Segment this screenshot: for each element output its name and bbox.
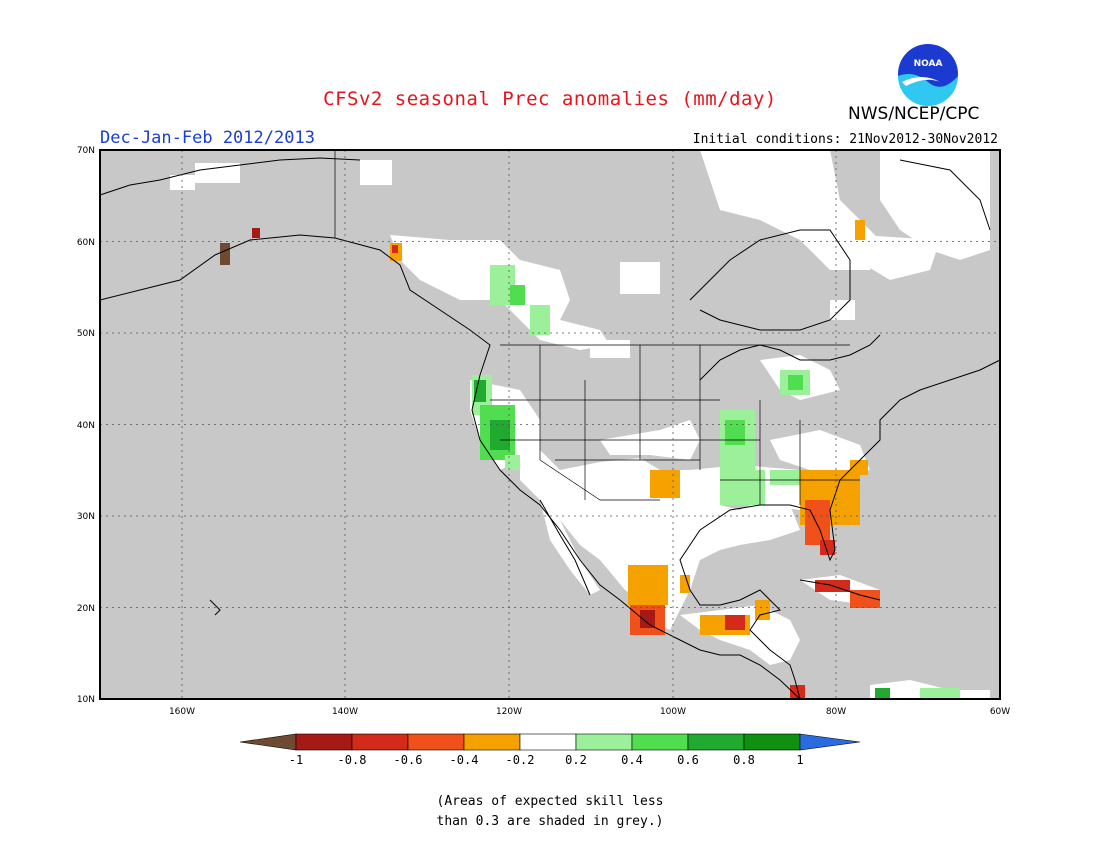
colorbar-cell (575, 733, 633, 751)
lat-label: 10N (77, 695, 95, 705)
colorbar-label: -0.2 (506, 753, 535, 767)
noaa-logo-text: NOAA (914, 59, 943, 69)
period-label: Dec-Jan-Feb 2012/2013 (100, 128, 315, 148)
skill-note-line-1: (Areas of expected skill less (436, 794, 664, 809)
colorbar-label: -0.6 (394, 753, 423, 767)
lat-label: 70N (77, 146, 95, 156)
lon-label: 120W (496, 707, 522, 717)
lon-label: 100W (660, 707, 686, 717)
land-greenland (880, 150, 990, 260)
colorbar-label: 0.2 (565, 753, 587, 767)
map-title: CFSv2 seasonal Prec anomalies (mm/day) (323, 88, 777, 110)
colorbar-cell (519, 733, 577, 751)
agency-label: NWS/NCEP/CPC (848, 104, 980, 124)
land-east-us (770, 430, 870, 475)
colorbar-label: -1 (289, 753, 303, 767)
lon-label: 80W (826, 707, 846, 717)
colorbar (239, 733, 861, 751)
lon-label: 60W (990, 707, 1010, 717)
colorbar-cell (351, 733, 409, 751)
initial-conditions-label: Initial conditions: 21Nov2012-30Nov2012 (692, 132, 998, 147)
colorbar-labels: -1 -0.8 -0.6 -0.4 -0.2 0.2 0.4 0.6 0.8 1 (289, 753, 804, 767)
noaa-logo: NOAA (898, 44, 958, 106)
skill-note-line-2: than 0.3 are shaded in grey.) (436, 814, 664, 829)
lat-label: 30N (77, 512, 95, 522)
political-borders (334, 150, 860, 505)
lon-label: 160W (169, 707, 195, 717)
colorbar-cell (799, 733, 861, 751)
land-manitoba-patch (620, 262, 660, 294)
map-frame (99, 149, 1001, 700)
longitude-labels: 160W 140W 120W 100W 80W 60W (169, 707, 1010, 717)
colorbar-cell (239, 733, 297, 751)
lat-label: 40N (77, 421, 95, 431)
skill-note: (Areas of expected skill less than 0.3 a… (0, 792, 1100, 832)
colorbar-label: 0.4 (621, 753, 643, 767)
colorbar-label: 0.6 (677, 753, 699, 767)
colorbar-cell (463, 733, 521, 751)
lon-label: 140W (332, 707, 358, 717)
land-us-mexico-interior (520, 450, 800, 630)
colorbar-cell (631, 733, 689, 751)
land-hudson-quebec (700, 150, 880, 270)
colorbar-cell (743, 733, 801, 751)
graticule (100, 150, 1000, 699)
land-yukon-patch (360, 160, 392, 185)
colorbar-cell (687, 733, 745, 751)
colorbar-label: 0.8 (733, 753, 755, 767)
coastlines (99, 157, 1001, 700)
colorbar-cell (407, 733, 465, 751)
colorbar-cell (295, 733, 353, 751)
colorbar-label: -0.4 (450, 753, 479, 767)
colorbar-label: -0.8 (338, 753, 367, 767)
land-labrador (860, 235, 940, 280)
lat-label: 20N (77, 604, 95, 614)
lat-label: 60N (77, 238, 95, 248)
colorbar-label: 1 (796, 753, 803, 767)
latitude-labels: 70N 60N 50N 40N 30N 20N 10N (77, 146, 95, 705)
lat-label: 50N (77, 329, 95, 339)
